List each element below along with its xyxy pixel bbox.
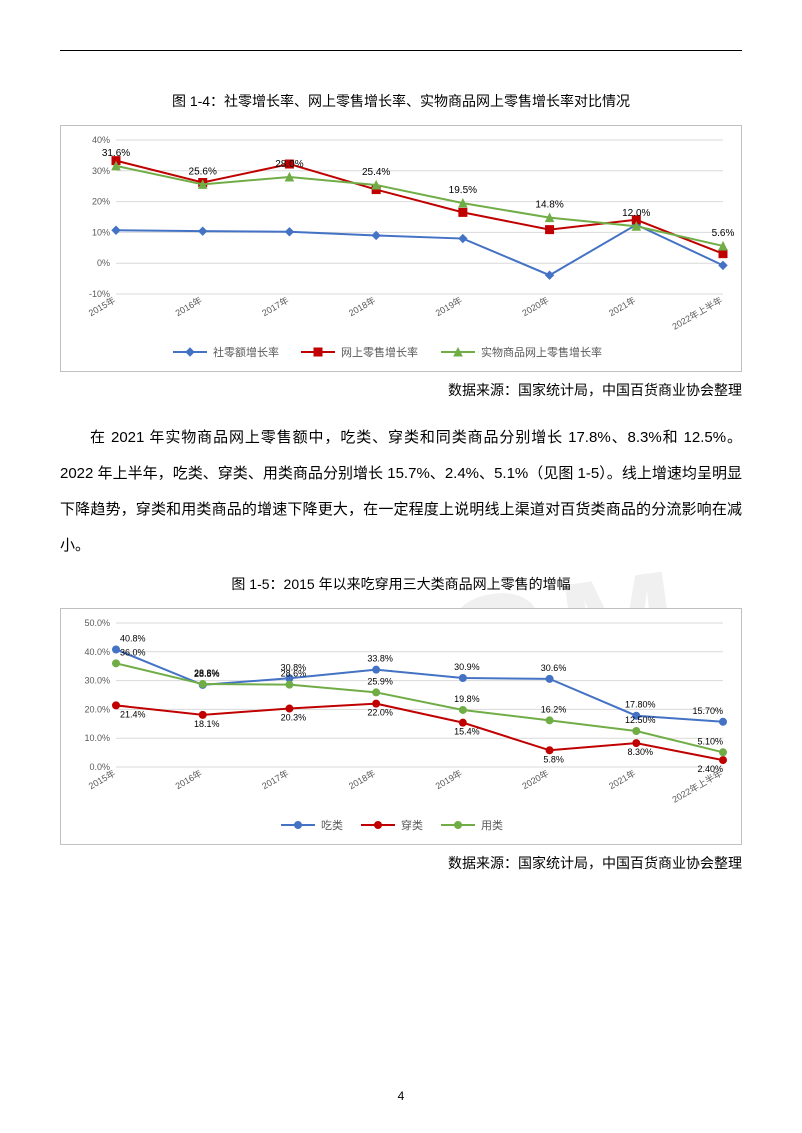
chart2-source: 数据来源：国家统计局，中国百货商业协会整理 xyxy=(60,853,742,873)
svg-text:30%: 30% xyxy=(92,166,110,176)
svg-text:穿类: 穿类 xyxy=(401,818,423,832)
svg-text:40.8%: 40.8% xyxy=(120,633,146,643)
svg-text:12.50%: 12.50% xyxy=(625,715,656,725)
svg-text:网上零售增长率: 网上零售增长率 xyxy=(341,345,418,359)
chart1-svg: -10%0%10%20%30%40%31.6%25.6%28.0%25.4%19… xyxy=(61,126,741,366)
svg-text:2016年: 2016年 xyxy=(173,294,204,318)
chart2-title: 图 1-5：2015 年以来吃穿用三大类商品网上零售的增幅 xyxy=(60,574,742,594)
svg-text:2022年上半年: 2022年上半年 xyxy=(670,294,724,332)
svg-text:30.6%: 30.6% xyxy=(541,663,567,673)
chart2-container: 0.0%10.0%20.0%30.0%40.0%50.0%40.8%28.5%3… xyxy=(60,608,742,845)
svg-text:25.4%: 25.4% xyxy=(362,167,390,178)
svg-text:实物商品网上零售增长率: 实物商品网上零售增长率 xyxy=(481,345,602,359)
svg-text:14.8%: 14.8% xyxy=(535,200,563,211)
svg-text:2017年: 2017年 xyxy=(260,767,291,791)
svg-text:12.0%: 12.0% xyxy=(622,208,650,219)
svg-text:5.10%: 5.10% xyxy=(697,736,723,746)
svg-text:20%: 20% xyxy=(92,197,110,207)
svg-text:21.4%: 21.4% xyxy=(120,709,146,719)
svg-text:25.6%: 25.6% xyxy=(189,166,217,177)
svg-text:28.6%: 28.6% xyxy=(281,669,307,679)
svg-text:19.8%: 19.8% xyxy=(454,694,480,704)
svg-text:15.70%: 15.70% xyxy=(692,706,723,716)
svg-text:31.6%: 31.6% xyxy=(102,148,130,159)
svg-text:2019年: 2019年 xyxy=(433,767,464,791)
svg-text:15.4%: 15.4% xyxy=(454,727,480,737)
chart2-svg: 0.0%10.0%20.0%30.0%40.0%50.0%40.8%28.5%3… xyxy=(61,609,741,839)
svg-text:50.0%: 50.0% xyxy=(84,618,110,628)
chart1-source: 数据来源：国家统计局，中国百货商业协会整理 xyxy=(60,380,742,400)
svg-text:40%: 40% xyxy=(92,135,110,145)
svg-text:10%: 10% xyxy=(92,227,110,237)
svg-text:40.0%: 40.0% xyxy=(84,647,110,657)
page-top-rule xyxy=(60,50,742,51)
svg-text:5.6%: 5.6% xyxy=(712,228,735,239)
page-number: 4 xyxy=(398,1089,405,1103)
svg-text:20.0%: 20.0% xyxy=(84,704,110,714)
svg-text:吃类: 吃类 xyxy=(321,818,343,832)
svg-text:28.8%: 28.8% xyxy=(194,668,220,678)
svg-text:2016年: 2016年 xyxy=(173,767,204,791)
svg-text:2019年: 2019年 xyxy=(433,294,464,318)
svg-text:2021年: 2021年 xyxy=(607,294,638,318)
chart1-title: 图 1-4：社零增长率、网上零售增长率、实物商品网上零售增长率对比情况 xyxy=(60,91,742,111)
svg-text:33.8%: 33.8% xyxy=(367,654,393,664)
svg-text:17.80%: 17.80% xyxy=(625,700,656,710)
body-paragraph: 在 2021 年实物商品网上零售额中，吃类、穿类和同类商品分别增长 17.8%、… xyxy=(60,420,742,564)
svg-text:28.0%: 28.0% xyxy=(275,159,303,170)
chart1-container: -10%0%10%20%30%40%31.6%25.6%28.0%25.4%19… xyxy=(60,125,742,372)
svg-text:2021年: 2021年 xyxy=(607,767,638,791)
svg-text:2018年: 2018年 xyxy=(347,294,378,318)
svg-text:25.9%: 25.9% xyxy=(367,676,393,686)
svg-text:用类: 用类 xyxy=(481,818,503,832)
svg-text:社零额增长率: 社零额增长率 xyxy=(213,345,279,359)
svg-text:20.3%: 20.3% xyxy=(281,713,307,723)
svg-text:18.1%: 18.1% xyxy=(194,719,220,729)
svg-text:5.8%: 5.8% xyxy=(543,754,564,764)
svg-text:2018年: 2018年 xyxy=(347,767,378,791)
svg-text:22.0%: 22.0% xyxy=(367,708,393,718)
svg-text:2020年: 2020年 xyxy=(520,294,551,318)
svg-text:36.0%: 36.0% xyxy=(120,647,146,657)
svg-text:30.0%: 30.0% xyxy=(84,676,110,686)
svg-text:16.2%: 16.2% xyxy=(541,704,567,714)
svg-text:19.5%: 19.5% xyxy=(449,185,477,196)
svg-text:8.30%: 8.30% xyxy=(628,747,654,757)
svg-text:10.0%: 10.0% xyxy=(84,733,110,743)
svg-text:0%: 0% xyxy=(97,258,110,268)
svg-text:2020年: 2020年 xyxy=(520,767,551,791)
svg-text:2017年: 2017年 xyxy=(260,294,291,318)
svg-text:30.9%: 30.9% xyxy=(454,662,480,672)
